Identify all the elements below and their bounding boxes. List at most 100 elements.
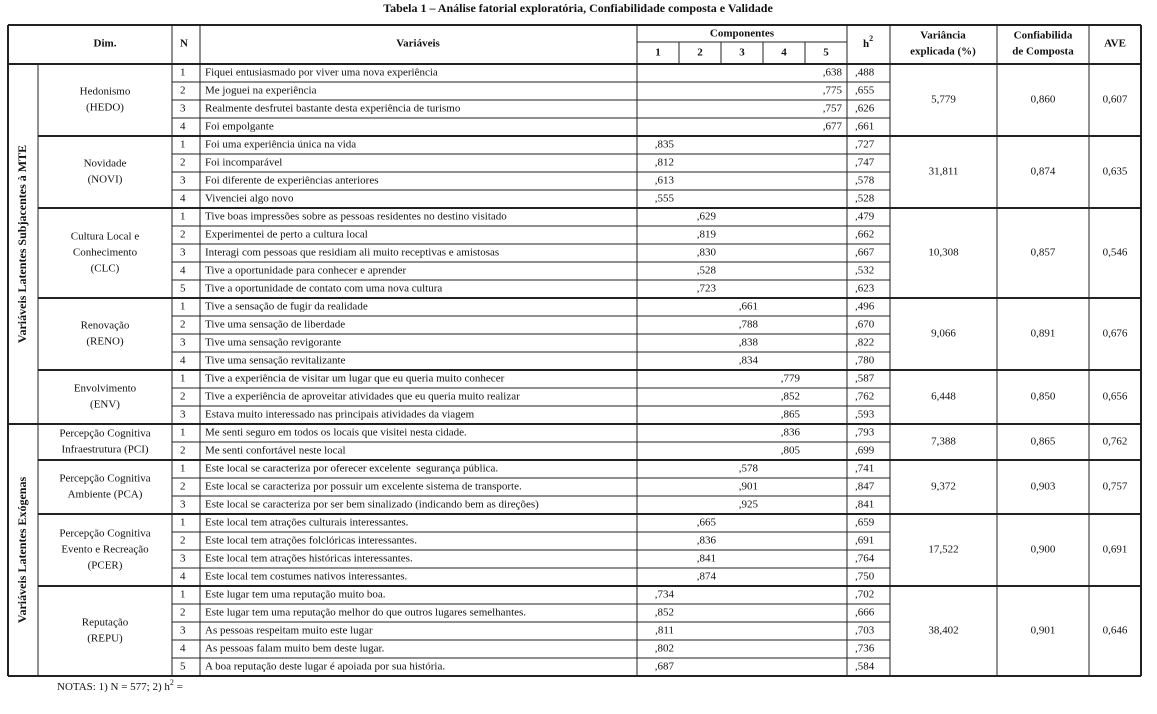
row-loading: ,555 (655, 193, 675, 205)
row-n: 3 (180, 247, 186, 259)
row-variable: Tive a experiência de visitar um lugar q… (205, 373, 505, 385)
row-h2: ,479 (855, 211, 875, 223)
row-loading: ,830 (697, 247, 717, 259)
row-h2: ,528 (855, 193, 875, 205)
row-loading: ,665 (697, 517, 717, 529)
row-h2: ,793 (855, 427, 875, 439)
row-loading: ,661 (739, 301, 758, 313)
variance: 31,811 (929, 166, 959, 178)
row-variable: Tive boas impressões sobre as pessoas re… (205, 211, 507, 223)
header-component-number: 4 (781, 47, 787, 59)
row-n: 3 (180, 499, 186, 511)
row-n: 4 (180, 571, 186, 583)
row-h2: ,750 (855, 571, 875, 583)
row-n: 4 (180, 643, 186, 655)
row-variable: Me senti seguro em todos os locais que v… (205, 427, 467, 439)
h2-sup: 2 (869, 34, 873, 43)
notes-sup: 2 (170, 678, 174, 687)
header-h2: h2 (863, 34, 873, 50)
row-n: 5 (180, 661, 186, 673)
row-loading: ,852 (655, 607, 674, 619)
header-component-number: 2 (697, 47, 703, 59)
row-h2: ,841 (855, 499, 874, 511)
row-n: 2 (180, 481, 186, 493)
row-n: 2 (180, 391, 186, 403)
reliability: 0,850 (1031, 391, 1056, 403)
row-h2: ,666 (855, 607, 875, 619)
ave: 0,762 (1103, 436, 1128, 448)
header-variables: Variáveis (396, 38, 440, 50)
row-n: 4 (180, 193, 186, 205)
ave: 0,676 (1103, 328, 1128, 340)
row-variable: Foi empolgante (205, 121, 274, 133)
row-variable: Este local tem costumes nativos interess… (205, 571, 407, 583)
row-n: 3 (180, 409, 186, 421)
row-variable: Tive a oportunidade de contato com uma n… (205, 283, 442, 295)
row-n: 4 (180, 121, 186, 133)
row-n: 4 (180, 355, 186, 367)
table-title: Tabela 1 – Análise fatorial exploratória… (383, 1, 773, 15)
ave: 0,546 (1103, 247, 1128, 259)
row-n: 2 (180, 229, 186, 241)
row-loading: ,865 (781, 409, 801, 421)
dimension-name: (REPU) (87, 633, 123, 645)
row-variable: Este local tem atrações folclóricas inte… (205, 535, 417, 547)
row-variable: Este local se caracteriza por possuir um… (205, 481, 522, 493)
h2-base: h (863, 38, 869, 50)
ave: 0,656 (1103, 391, 1128, 403)
row-h2: ,699 (855, 445, 875, 457)
row-variable: Estava muito interessado nas principais … (205, 409, 475, 421)
header-component-number: 1 (655, 47, 661, 59)
header-ave: AVE (1104, 38, 1126, 50)
row-loading: ,811 (655, 625, 674, 637)
row-h2: ,593 (855, 409, 875, 421)
row-h2: ,532 (855, 265, 874, 277)
row-loading: ,835 (655, 139, 675, 151)
row-loading: ,841 (697, 553, 716, 565)
row-loading: ,819 (697, 229, 717, 241)
row-variable: Realmente desfrutei bastante desta exper… (205, 103, 461, 115)
row-h2: ,661 (855, 121, 874, 133)
variance: 5,779 (931, 94, 956, 106)
ave: 0,607 (1103, 94, 1128, 106)
row-h2: ,667 (855, 247, 875, 259)
row-loading: ,805 (781, 445, 801, 457)
row-h2: ,659 (855, 517, 875, 529)
row-loading: ,723 (697, 283, 717, 295)
row-variable: Tive a sensação de fugir da realidade (205, 301, 368, 313)
row-h2: ,822 (855, 337, 874, 349)
row-n: 3 (180, 103, 186, 115)
row-loading: ,802 (655, 643, 674, 655)
row-loading: ,775 (823, 85, 843, 97)
row-h2: ,736 (855, 643, 875, 655)
row-n: 1 (180, 67, 186, 79)
header-n: N (180, 38, 188, 50)
row-loading: ,677 (823, 121, 843, 133)
row-variable: Me senti confortável neste local (205, 445, 346, 457)
notes-tail: = (174, 681, 183, 693)
row-variable: A boa reputação deste lugar é apoiada po… (205, 661, 445, 673)
group-label: Variáveis Latentes Exógenas (15, 477, 29, 624)
row-h2: ,727 (855, 139, 875, 151)
row-h2: ,662 (855, 229, 874, 241)
row-h2: ,691 (855, 535, 874, 547)
row-n: 1 (180, 211, 186, 223)
reliability: 0,903 (1031, 481, 1056, 493)
row-loading: ,687 (655, 661, 675, 673)
row-loading: ,638 (823, 67, 843, 79)
row-variable: Experimentei de perto a cultura local (205, 229, 368, 241)
ave: 0,635 (1103, 166, 1128, 178)
row-loading: ,901 (739, 481, 758, 493)
row-h2: ,655 (855, 85, 875, 97)
row-h2: ,780 (855, 355, 875, 367)
reliability: 0,860 (1031, 94, 1056, 106)
row-variable: Tive uma sensação revigorante (205, 337, 341, 349)
row-variable: Tive a oportunidade para conhecer e apre… (205, 265, 407, 277)
row-n: 1 (180, 517, 186, 529)
variance: 38,402 (928, 625, 958, 637)
row-variable: Foi diferente de experiências anteriores (205, 175, 378, 187)
row-variable: Foi uma experiência única na vida (205, 139, 356, 151)
row-variable: Este local tem atrações culturais intere… (205, 517, 409, 529)
row-n: 2 (180, 535, 186, 547)
